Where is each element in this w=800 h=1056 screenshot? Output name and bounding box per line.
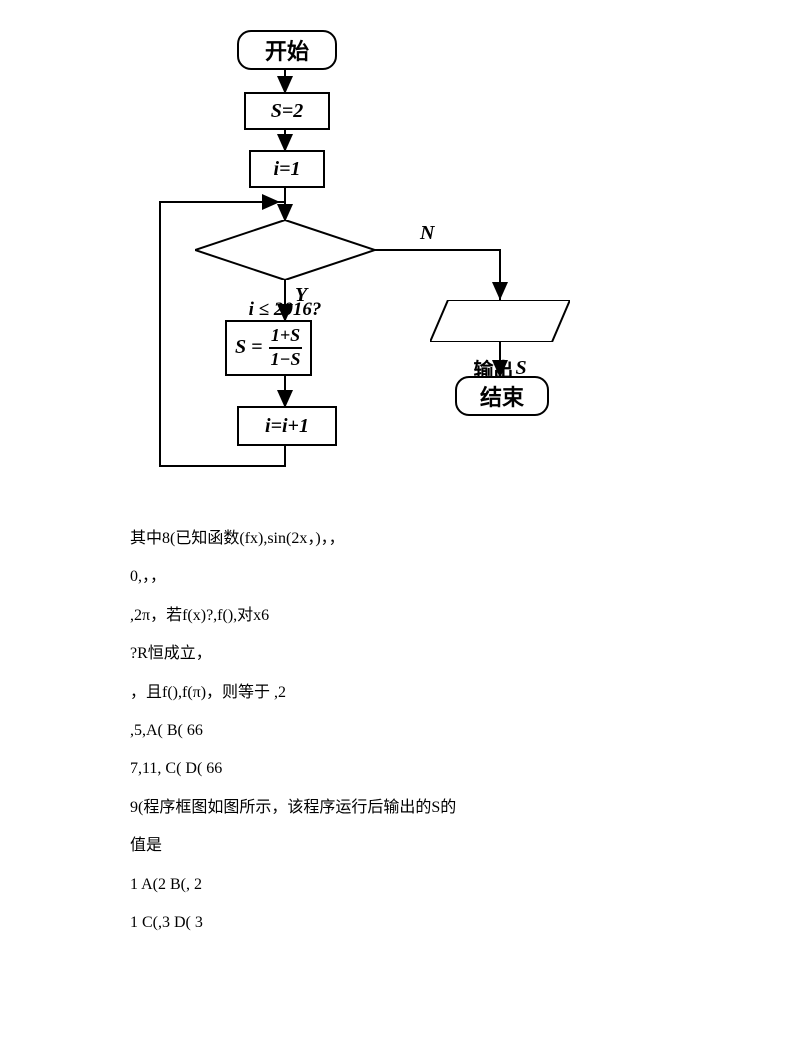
- process-i-increment: i=i+1: [237, 406, 337, 446]
- text-line: 值是: [130, 827, 690, 865]
- s-init-text: S=2: [271, 100, 304, 123]
- text-line: 7,11, C( D( 66: [130, 750, 690, 788]
- text-line: 1 A(2 B(, 2: [130, 866, 690, 904]
- start-label: 开始: [265, 34, 309, 66]
- body-text: 其中8(已知函数(fx),sin(2x，)，， 0,，， ,2π，若f(x)?,…: [130, 520, 690, 942]
- process-i-init: i=1: [249, 150, 325, 188]
- process-s-init: S=2: [244, 92, 330, 130]
- text-line: ,2π，若f(x)?,f(),对x6: [130, 597, 690, 635]
- text-line: 1 C(,3 D( 3: [130, 904, 690, 942]
- flowchart-start: 开始: [237, 30, 337, 70]
- text-line: 9(程序框图如图所示，该程序运行后输出的S的: [130, 789, 690, 827]
- text-line: 0,，，: [130, 558, 690, 596]
- flowchart: 开始 S=2 i=1 i ≤ 2016? Y N S = 1+S 1−S i=i…: [130, 20, 630, 500]
- i-init-text: i=1: [274, 158, 301, 181]
- decision-i-le-2016: i ≤ 2016?: [195, 220, 375, 280]
- text-line: 其中8(已知函数(fx),sin(2x，)，，: [130, 520, 690, 558]
- output-s: 输出S: [430, 300, 570, 342]
- text-line: ,5,A( B( 66: [130, 712, 690, 750]
- end-label: 结束: [480, 380, 524, 412]
- label-no: N: [420, 222, 434, 245]
- process-s-update: S = 1+S 1−S: [225, 320, 312, 376]
- s-update-lhs: S =: [235, 336, 263, 359]
- label-yes: Y: [295, 284, 307, 307]
- flowchart-end: 结束: [455, 376, 549, 416]
- i-incr-text: i=i+1: [265, 415, 309, 438]
- text-line: ?R恒成立，: [130, 635, 690, 673]
- text-line: ，且f(),f(π)，则等于 ,2: [130, 674, 690, 712]
- s-update-fraction: 1+S 1−S: [269, 326, 303, 370]
- fraction-numerator: 1+S: [269, 326, 302, 346]
- fraction-denominator: 1−S: [269, 350, 303, 370]
